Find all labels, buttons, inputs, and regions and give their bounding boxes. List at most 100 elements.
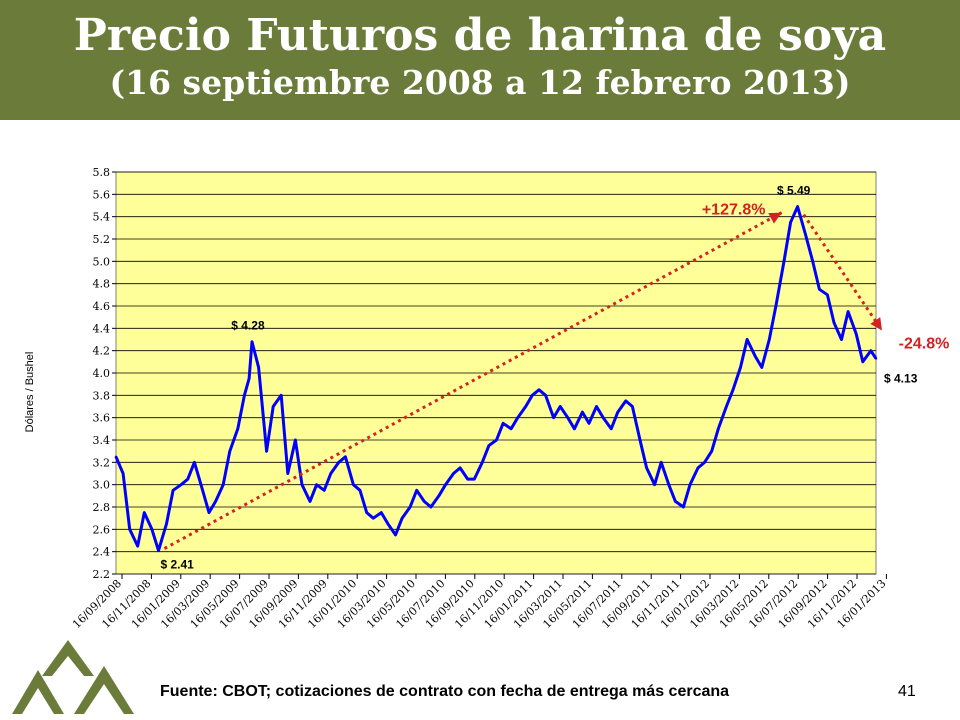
data-point (760, 366, 763, 369)
data-point (386, 522, 390, 525)
data-point (645, 466, 648, 470)
trend-arrow-line (163, 211, 783, 550)
data-point (688, 483, 692, 486)
data-point (531, 394, 534, 397)
data-point (566, 416, 569, 419)
logo-icon (12, 640, 134, 714)
data-point (667, 483, 670, 486)
data-point (631, 405, 634, 408)
data-point (315, 483, 318, 486)
data-point (861, 360, 864, 363)
data-point (782, 260, 786, 263)
data-point (587, 422, 591, 425)
data-point (380, 511, 383, 514)
data-point (408, 505, 412, 509)
data-point (458, 466, 462, 470)
data-point (222, 483, 225, 486)
grid-lines (116, 171, 876, 575)
data-point (874, 357, 878, 360)
data-point (855, 332, 858, 336)
data-point (473, 477, 476, 481)
data-point (247, 377, 251, 380)
data-point (199, 483, 203, 486)
data-point (121, 472, 125, 475)
y-tick-label: 2.2 (93, 568, 111, 581)
data-point (365, 511, 368, 514)
data-point (846, 310, 850, 313)
data-point (832, 321, 836, 324)
price-chart: 2.2 2.4 2.6 2.8 3.0 3.2 3.4 3.6 3.8 4.0 4.2 4.4 4.6 4… (24, 166, 949, 631)
data-point (811, 260, 814, 263)
data-point (840, 338, 843, 341)
data-point (501, 422, 505, 425)
data-point (143, 511, 146, 514)
data-point (552, 416, 555, 419)
data-point (573, 427, 576, 430)
data-point (818, 288, 821, 291)
data-point (826, 293, 829, 296)
y-tick-label: 3.8 (93, 389, 111, 402)
data-point (653, 483, 656, 486)
data-point (710, 450, 713, 453)
arrowhead-icon (768, 212, 782, 224)
data-point (394, 533, 397, 537)
y-tick-label: 3.4 (93, 434, 111, 447)
price-series-line (114, 205, 878, 553)
y-tick-label: 2.8 (93, 501, 111, 514)
data-point (358, 489, 362, 492)
price-label: $ 4.13 (884, 371, 918, 385)
data-point (869, 349, 872, 352)
data-point (516, 416, 519, 419)
data-point (423, 500, 426, 503)
y-tick-label: 5.8 (93, 166, 111, 179)
x-axis: 16/09/200816/11/200816/01/200916/03/2009… (70, 574, 889, 631)
data-point (372, 517, 375, 520)
y-axis-label: Dólares / Bushel (24, 352, 36, 433)
data-point (128, 528, 131, 531)
data-point (165, 522, 168, 525)
data-point (228, 450, 231, 453)
y-tick-label: 4.6 (93, 300, 111, 313)
y-tick-label: 2.4 (93, 546, 111, 559)
data-point (624, 399, 627, 403)
data-point (323, 489, 326, 492)
data-point (466, 477, 469, 481)
y-tick-label: 5.0 (93, 255, 111, 268)
data-point (437, 494, 441, 497)
data-point (731, 388, 735, 391)
data-point (610, 427, 613, 430)
y-tick-label: 4.0 (93, 367, 111, 380)
data-point (193, 461, 196, 464)
data-point (415, 489, 418, 492)
y-tick-label: 4.2 (93, 345, 111, 358)
data-point (703, 461, 706, 464)
data-point (509, 427, 513, 430)
y-axis: 2.2 2.4 2.6 2.8 3.0 3.2 3.4 3.6 3.8 4.0 4.2 4.4 4.6 4… (93, 166, 116, 581)
series-layer (114, 205, 878, 553)
data-point (344, 455, 347, 458)
data-point (616, 410, 619, 414)
y-tick-label: 3.2 (93, 456, 111, 469)
y-tick-label: 3.0 (93, 479, 111, 492)
data-point (537, 388, 541, 391)
data-point (789, 221, 792, 224)
data-point (595, 405, 598, 408)
y-tick-label: 3.6 (93, 412, 111, 425)
data-point (207, 511, 211, 514)
data-point (179, 483, 183, 486)
data-point (337, 461, 340, 464)
source-note: Fuente: CBOT; cotizaciones de contrato c… (160, 683, 730, 700)
data-point (754, 355, 757, 358)
data-point (265, 450, 268, 453)
data-point (452, 472, 455, 475)
data-point (272, 405, 275, 408)
data-point (243, 394, 246, 397)
data-point (559, 405, 562, 408)
arrowhead-icon (870, 317, 882, 331)
data-point (774, 304, 778, 308)
data-point (660, 461, 663, 464)
data-point (638, 438, 642, 442)
y-tick-label: 2.6 (93, 523, 111, 536)
price-label: $ 5.49 (777, 184, 811, 198)
data-point (352, 483, 355, 486)
